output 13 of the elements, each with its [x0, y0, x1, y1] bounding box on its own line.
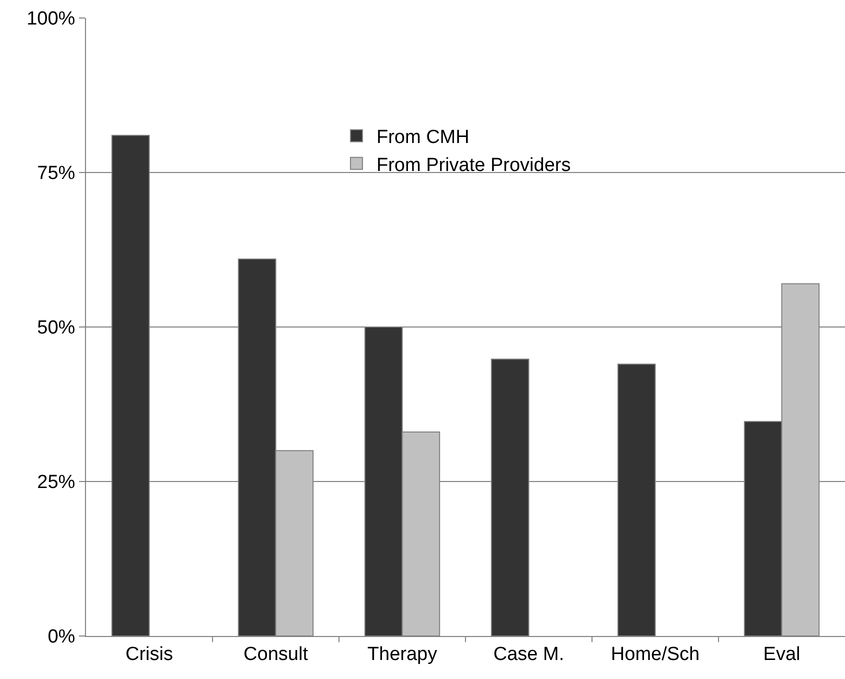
x-tick-label: Therapy: [367, 644, 438, 665]
legend-label: From Private Providers: [376, 154, 571, 176]
x-tick-label: Eval: [763, 644, 800, 665]
x-tick-label: Crisis: [126, 644, 173, 665]
y-tick-label: 0%: [48, 626, 76, 648]
y-tick-label: 100%: [26, 8, 76, 30]
x-tick-label: Case M.: [493, 644, 564, 665]
y-tick-label: 75%: [37, 163, 76, 184]
y-tick-label: 50%: [37, 318, 76, 339]
y-tick-label: 25%: [37, 472, 76, 494]
x-tick-label: Home/Sch: [610, 644, 700, 665]
x-tick-label: Consult: [244, 644, 309, 665]
legend-label: From CMH: [376, 127, 470, 148]
